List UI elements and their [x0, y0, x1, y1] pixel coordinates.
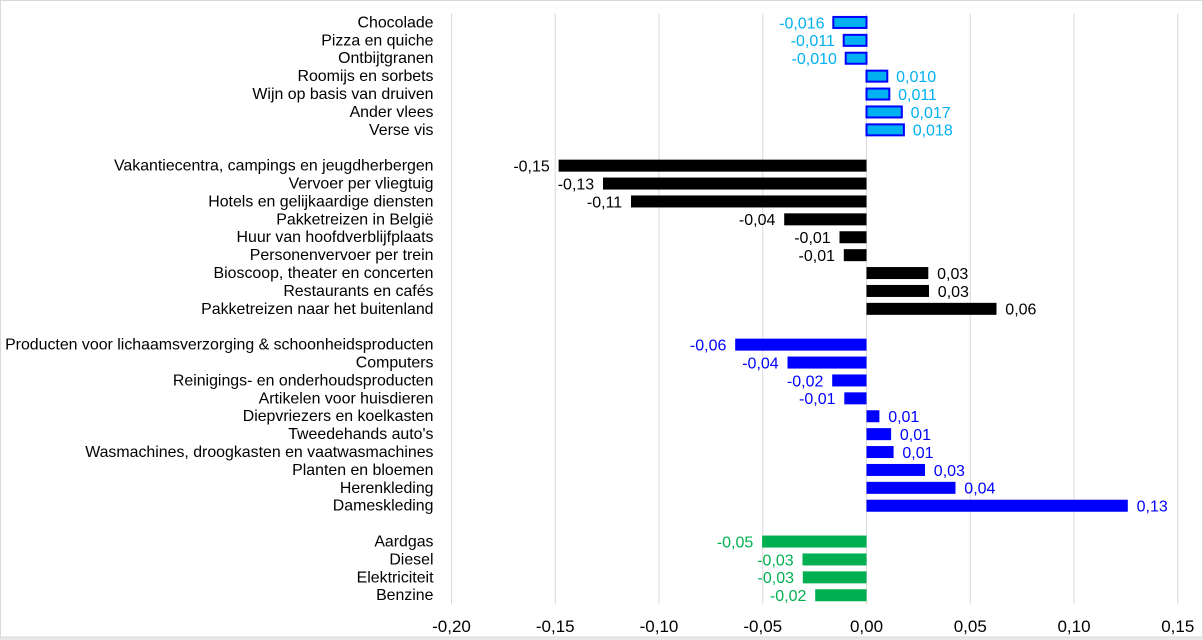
svg-text:Computers: Computers: [356, 354, 434, 371]
svg-text:Diepvriezers en koelkasten: Diepvriezers en koelkasten: [243, 408, 434, 425]
svg-text:0,04: 0,04: [964, 481, 995, 498]
svg-text:0,10: 0,10: [1057, 617, 1090, 636]
svg-text:0,03: 0,03: [934, 463, 965, 480]
svg-text:Benzine: Benzine: [376, 587, 434, 604]
svg-text:Pakketreizen in België: Pakketreizen in België: [276, 211, 433, 228]
svg-text:-0,03: -0,03: [757, 552, 794, 569]
svg-text:0,018: 0,018: [913, 123, 953, 140]
svg-text:0,00: 0,00: [850, 617, 883, 636]
svg-text:Vakantiecentra, campings en je: Vakantiecentra, campings en jeugdherberg…: [114, 158, 434, 175]
svg-text:-0,13: -0,13: [558, 176, 595, 193]
svg-text:-0,03: -0,03: [758, 570, 795, 587]
svg-text:Pizza en quiche: Pizza en quiche: [321, 32, 433, 49]
svg-text:Elektriciteit: Elektriciteit: [357, 569, 434, 586]
svg-text:Ander vlees: Ander vlees: [350, 104, 434, 121]
svg-text:Wijn op basis van druiven: Wijn op basis van druiven: [252, 86, 433, 103]
svg-text:Artikelen voor huisdieren: Artikelen voor huisdieren: [259, 390, 434, 407]
svg-text:-0,11: -0,11: [587, 194, 622, 211]
svg-text:Reinigings- en onderhoudsprodu: Reinigings- en onderhoudsproducten: [173, 372, 434, 389]
svg-text:Producten voor lichaamsverzorg: Producten voor lichaamsverzorging & scho…: [5, 337, 433, 354]
svg-text:0,011: 0,011: [898, 87, 937, 104]
svg-text:Herenkleding: Herenkleding: [340, 480, 434, 497]
svg-text:0,017: 0,017: [911, 105, 951, 122]
svg-text:-0,02: -0,02: [787, 373, 824, 390]
svg-text:-0,05: -0,05: [717, 534, 754, 551]
svg-text:0,15: 0,15: [1161, 617, 1194, 636]
svg-text:0,03: 0,03: [938, 284, 969, 301]
svg-text:-0,04: -0,04: [742, 355, 779, 372]
svg-text:Vervoer per vliegtuig: Vervoer per vliegtuig: [289, 175, 434, 192]
svg-text:Roomijs en sorbets: Roomijs en sorbets: [297, 68, 433, 85]
svg-text:-0,01: -0,01: [794, 230, 831, 247]
svg-text:Hotels en gelijkaardige dienst: Hotels en gelijkaardige diensten: [208, 193, 433, 210]
svg-text:-0,016: -0,016: [779, 15, 824, 32]
svg-text:Restaurants en cafés: Restaurants en cafés: [283, 283, 433, 300]
svg-text:Bioscoop, theater en concerten: Bioscoop, theater en concerten: [214, 265, 434, 282]
svg-text:0,03: 0,03: [937, 266, 968, 283]
svg-text:0,05: 0,05: [954, 617, 987, 636]
svg-text:0,01: 0,01: [888, 409, 919, 426]
svg-text:-0,02: -0,02: [770, 588, 807, 605]
svg-text:Huur van hoofdverblijfplaats: Huur van hoofdverblijfplaats: [237, 229, 434, 246]
svg-text:-0,15: -0,15: [513, 158, 550, 175]
svg-text:Ontbijtgranen: Ontbijtgranen: [338, 50, 433, 67]
svg-text:-0,010: -0,010: [792, 51, 837, 68]
svg-text:0,06: 0,06: [1005, 302, 1036, 319]
svg-text:Verse vis: Verse vis: [369, 122, 434, 139]
svg-text:Pakketreizen naar het buitenla: Pakketreizen naar het buitenland: [201, 301, 433, 318]
svg-text:-0,05: -0,05: [743, 617, 782, 636]
svg-text:-0,01: -0,01: [799, 248, 836, 265]
svg-text:0,010: 0,010: [896, 69, 936, 86]
svg-text:Tweedehands auto's: Tweedehands auto's: [288, 426, 433, 443]
svg-text:-0,10: -0,10: [640, 617, 679, 636]
svg-text:Diesel: Diesel: [389, 551, 433, 568]
svg-text:-0,01: -0,01: [799, 391, 836, 408]
svg-text:Personenvervoer per trein: Personenvervoer per trein: [250, 247, 434, 264]
svg-text:Aardgas: Aardgas: [374, 533, 433, 550]
svg-text:Dameskleding: Dameskleding: [333, 498, 434, 515]
svg-text:-0,15: -0,15: [536, 617, 575, 636]
svg-text:-0,06: -0,06: [690, 337, 727, 354]
svg-text:Planten en bloemen: Planten en bloemen: [292, 462, 433, 479]
svg-text:0,01: 0,01: [902, 445, 933, 462]
svg-text:Chocolade: Chocolade: [358, 14, 434, 31]
svg-text:0,01: 0,01: [900, 427, 931, 444]
svg-text:Wasmachines, droogkasten en va: Wasmachines, droogkasten en vaatwasmachi…: [85, 444, 433, 461]
svg-text:-0,04: -0,04: [739, 212, 776, 229]
svg-text:-0,20: -0,20: [432, 617, 471, 636]
svg-text:0,13: 0,13: [1137, 499, 1168, 516]
svg-text:-0,011: -0,011: [791, 33, 835, 50]
